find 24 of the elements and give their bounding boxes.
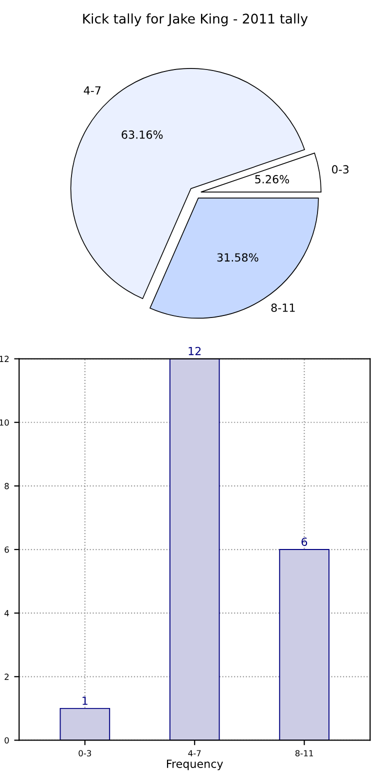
data-label: 31.58% xyxy=(217,253,258,262)
x-tick-label: 0-3 xyxy=(78,750,92,756)
slice-label: 4-7 xyxy=(84,86,101,94)
bar xyxy=(169,358,220,740)
data-label: 5.26% xyxy=(255,175,290,184)
y-tick-label: 6 xyxy=(4,546,9,553)
bar xyxy=(279,549,330,740)
bar xyxy=(60,708,110,740)
slice-label: 0-3 xyxy=(332,165,349,174)
y-tick-label: 10 xyxy=(0,419,9,426)
data-label: 1 xyxy=(82,696,88,705)
y-tick-label: 4 xyxy=(4,610,9,616)
chart-title: Kick tally for Jake King - 2011 tally xyxy=(83,13,308,26)
slice-label: 8-11 xyxy=(271,304,295,312)
y-tick-label: 0 xyxy=(4,737,9,744)
y-tick-label: 12 xyxy=(0,356,9,362)
x-axis-title: Frequency xyxy=(167,760,223,770)
x-tick-label: 4-7 xyxy=(188,750,201,756)
data-label: 63.16% xyxy=(122,130,163,139)
x-tick-label: 8-11 xyxy=(295,750,313,756)
y-tick-label: 2 xyxy=(4,674,9,680)
y-tick-label: 8 xyxy=(4,482,9,490)
data-label: 12 xyxy=(188,346,201,356)
data-label: 6 xyxy=(302,538,308,546)
